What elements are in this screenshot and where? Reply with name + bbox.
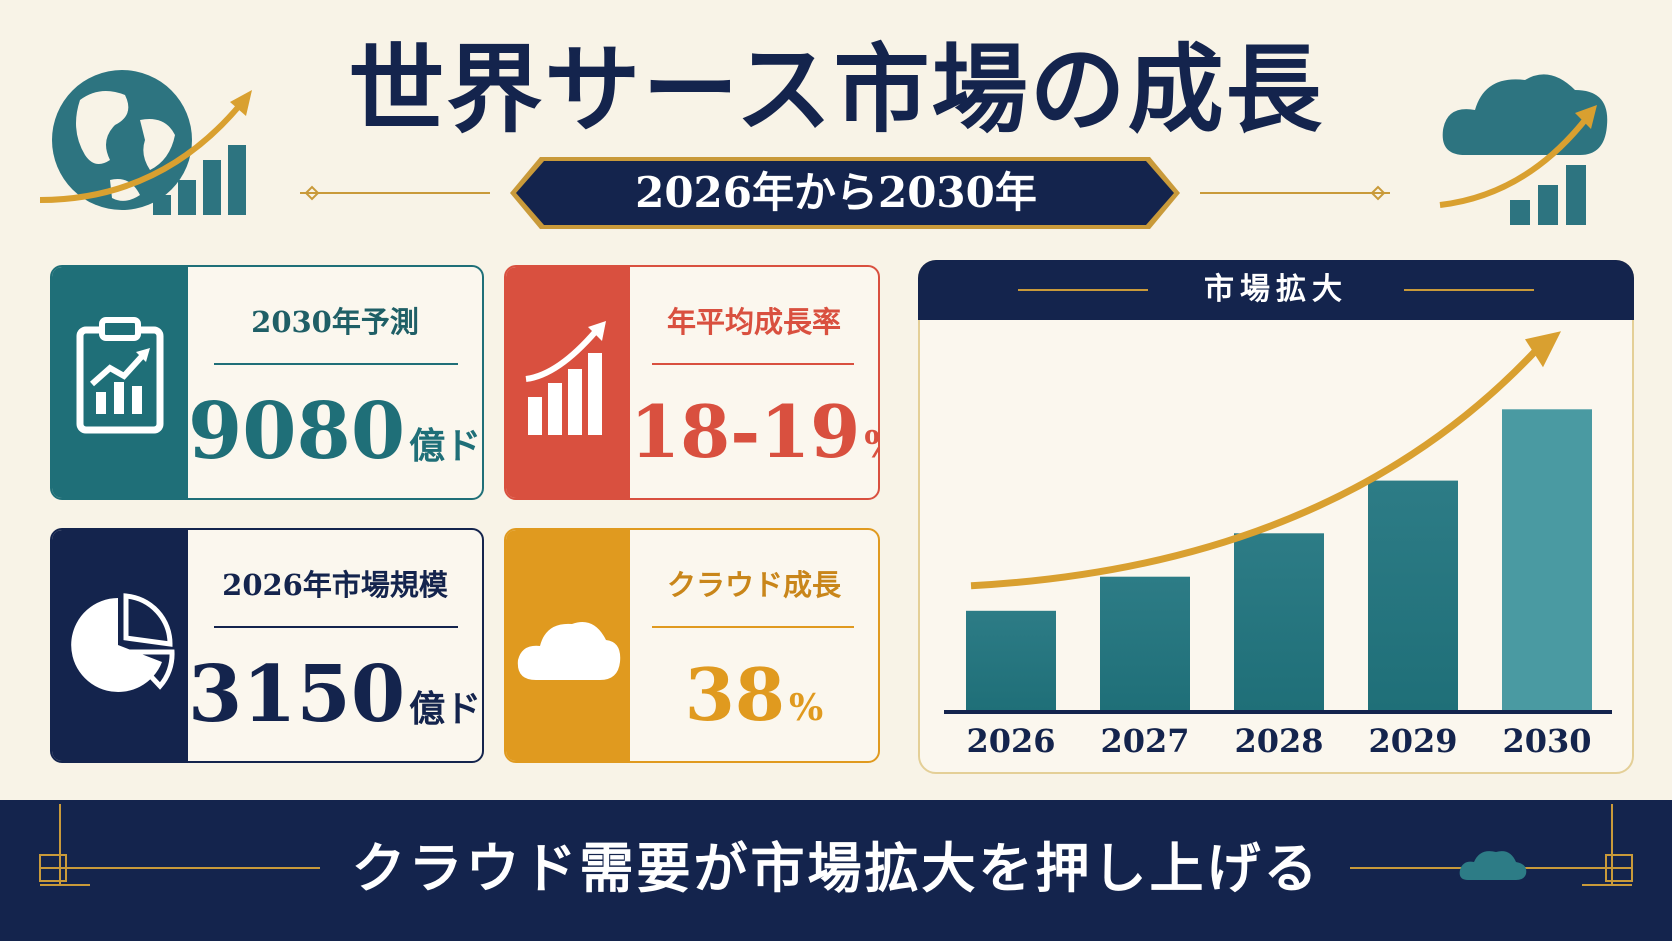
cagr-number: 18-19 bbox=[630, 389, 861, 474]
tick-label-2027: 2027 bbox=[1100, 722, 1189, 760]
cloud-unit: % bbox=[788, 687, 824, 729]
cagr-value: 18-19% bbox=[630, 377, 878, 487]
cloud-growth-icon bbox=[1439, 74, 1608, 225]
bar-2026 bbox=[966, 610, 1056, 710]
tick-label-2030: 2030 bbox=[1502, 722, 1591, 760]
clipboard-chart-icon bbox=[76, 317, 164, 434]
forecast-unit: 億ドル bbox=[409, 425, 482, 467]
cloud-card-side bbox=[506, 530, 630, 761]
forecast-card: 2030年予測 9080億ドル bbox=[50, 265, 484, 500]
cloud-divider bbox=[652, 626, 854, 628]
bar-2027 bbox=[1100, 576, 1190, 710]
cloud-number: 38 bbox=[684, 652, 785, 737]
tick-label-2029: 2029 bbox=[1368, 722, 1457, 760]
growth-bars-icon bbox=[525, 321, 606, 435]
cagr-label: 年平均成長率 bbox=[666, 305, 841, 339]
bars-layer bbox=[966, 409, 1592, 710]
market-size-number: 3150 bbox=[188, 649, 406, 740]
footer-ornaments bbox=[39, 804, 1633, 886]
bar-2028 bbox=[1234, 533, 1324, 710]
forecast-number: 9080 bbox=[188, 386, 406, 477]
cloud-card: クラウド成長 38% bbox=[504, 528, 880, 763]
subtitle-banner bbox=[300, 157, 1390, 229]
forecast-label: 2030年予測 bbox=[251, 305, 419, 339]
forecast-divider bbox=[214, 363, 458, 365]
footer-message: クラウド需要が市場拡大を押し上げる bbox=[351, 836, 1321, 900]
bar-2030 bbox=[1502, 409, 1592, 710]
market-size-card-side bbox=[52, 530, 188, 761]
market-size-unit: 億ドル bbox=[409, 688, 482, 730]
cloud-label: クラウド成長 bbox=[666, 568, 841, 602]
cloud-icon bbox=[517, 622, 621, 680]
forecast-card-side bbox=[52, 267, 188, 498]
bar-2029 bbox=[1368, 480, 1458, 710]
chart-header-rules bbox=[1018, 289, 1534, 291]
trend-arrow-line bbox=[970, 346, 1540, 590]
forecast-value: 9080億ドル bbox=[188, 377, 482, 487]
cagr-card-side bbox=[506, 267, 630, 498]
tick-label-2028: 2028 bbox=[1234, 722, 1323, 760]
cloud-value: 38% bbox=[630, 640, 878, 750]
chart-title: 市場拡大 bbox=[1204, 272, 1348, 307]
footer-cloud-icon bbox=[1459, 851, 1527, 880]
cagr-divider bbox=[652, 363, 854, 365]
subtitle: 2026年から2030年 bbox=[635, 168, 1037, 217]
tick-labels-layer: 2026 2027 2028 2029 2030 bbox=[966, 722, 1591, 760]
market-size-value: 3150億ドル bbox=[188, 640, 482, 750]
chart-header bbox=[918, 260, 1634, 320]
market-size-label: 2026年市場規模 bbox=[222, 568, 448, 602]
tick-label-2026: 2026 bbox=[966, 722, 1055, 760]
trend-arrow-layer bbox=[970, 331, 1561, 590]
footer-banner bbox=[0, 800, 1672, 941]
globe-growth-icon bbox=[40, 70, 252, 215]
pie-chart-icon bbox=[71, 593, 175, 692]
page-title: 世界サース市場の成長 bbox=[348, 33, 1324, 146]
bar-chart: 2026 2027 2028 2029 2030 bbox=[944, 331, 1612, 760]
market-size-divider bbox=[214, 626, 458, 628]
trend-arrow-head bbox=[1525, 331, 1561, 368]
cagr-card: 年平均成長率 18-19% bbox=[504, 265, 880, 500]
cagr-unit: % bbox=[864, 424, 878, 466]
market-size-card: 2026年市場規模 3150億ドル bbox=[50, 528, 484, 763]
